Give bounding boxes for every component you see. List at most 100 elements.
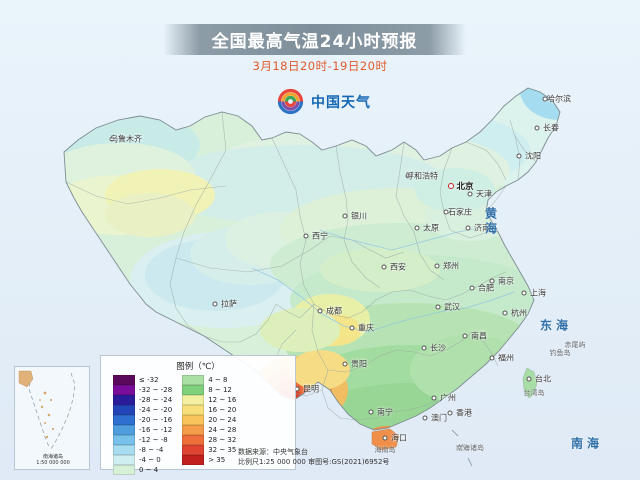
sea-label: 南海 (570, 436, 604, 451)
city-label: 天津 (476, 189, 492, 199)
legend-row: -8 ~ -4 (113, 444, 172, 455)
city-marker (368, 409, 374, 415)
city-label: 拉萨 (221, 299, 237, 309)
city-label: 太原 (423, 223, 439, 233)
city-marker (516, 153, 522, 159)
legend-label: -20 ~ -16 (139, 415, 173, 424)
legend-row: 12 ~ 16 (182, 394, 237, 405)
city-label: 北京 (456, 182, 474, 192)
legend-panel: 图例（℃） ≤ -32 -32 ~ -28 -28 ~ -24 -24 ~ -20 -2… (100, 355, 296, 475)
city-marker (109, 136, 115, 142)
islands (371, 367, 538, 451)
legend-row: -12 ~ -8 (113, 434, 172, 445)
city-marker (526, 376, 532, 382)
legend-swatch (113, 444, 135, 455)
city-label: 乌鲁木齐 (110, 134, 142, 144)
region-label: 钓鱼岛 (549, 349, 571, 357)
legend-swatch (113, 464, 135, 475)
legend-label: ≤ -32 (139, 375, 159, 384)
weather-rainbow-logo-icon (277, 88, 304, 115)
legend-column-left: ≤ -32 -32 ~ -28 -28 ~ -24 -24 ~ -20 -20 ~ -1… (113, 374, 173, 475)
city-marker (448, 183, 454, 189)
page-title: 全国最高气温24小时预报 (211, 32, 418, 52)
legend-swatch (182, 454, 205, 465)
city-label: 南昌 (471, 331, 487, 341)
city-label: 西安 (390, 262, 406, 272)
legend-label: 12 ~ 16 (208, 395, 237, 404)
region-label: 海南岛 (374, 446, 396, 454)
city-marker (542, 96, 548, 102)
legend-row: 32 ~ 35 (182, 444, 236, 455)
city-marker (534, 125, 540, 131)
city-marker (421, 345, 427, 351)
legend-swatch (113, 394, 135, 405)
city-label: 贵阳 (351, 359, 367, 369)
legend-row: 24 ~ 28 (182, 424, 236, 435)
city-marker (435, 304, 441, 310)
legend-swatch (182, 424, 205, 435)
legend-label: -28 ~ -24 (139, 395, 173, 404)
city-label: 海口 (391, 433, 407, 443)
legend-label: -4 ~ 0 (139, 455, 161, 464)
legend-row: 8 ~ 12 (182, 384, 236, 395)
legend-swatch (182, 394, 205, 405)
city-label: 沈阳 (525, 151, 541, 161)
city-marker (303, 233, 309, 239)
city-label: 昆明 (303, 384, 319, 394)
legend-swatch (113, 414, 135, 425)
city-marker (349, 325, 355, 331)
legend-swatch (113, 384, 135, 395)
city-marker (447, 410, 453, 416)
city-marker (422, 415, 428, 421)
legend-label: -16 ~ -12 (139, 425, 173, 434)
legend-swatch (113, 454, 135, 465)
city-marker (381, 264, 387, 270)
city-label: 广州 (440, 393, 456, 403)
city-label: 上海 (530, 288, 546, 298)
city-marker (469, 285, 475, 291)
city-label: 武汉 (444, 302, 460, 312)
south-sea-inset-map: 南海诸岛 1:50 000 000 (14, 366, 90, 470)
city-label: 长沙 (430, 343, 446, 353)
brand-logo: 中国天气 (277, 88, 371, 115)
city-marker (414, 225, 420, 231)
legend-row: 4 ~ 8 (182, 374, 236, 385)
city-label: 杭州 (511, 308, 527, 318)
forecast-period: 3月18日20时-19日20时 (252, 59, 388, 73)
city-label: 南宁 (377, 407, 393, 417)
legend-swatch (182, 444, 205, 455)
city-marker (443, 209, 449, 215)
legend-row: -20 ~ -16 (113, 414, 173, 425)
legend-row: 20 ~ 24 (182, 414, 237, 425)
legend-row: -28 ~ -24 (113, 394, 173, 405)
legend-swatch (113, 404, 135, 415)
city-marker (317, 308, 323, 314)
city-label: 长春 (543, 123, 559, 133)
legend-swatch (182, 374, 205, 385)
legend-swatch (113, 434, 135, 445)
city-label: 台北 (535, 374, 551, 384)
legend-label: 8 ~ 12 (208, 385, 232, 394)
legend-swatch (113, 374, 135, 385)
map-title-bar: 全国最高气温24小时预报 (163, 24, 466, 55)
city-label: 呼和浩特 (406, 171, 438, 181)
legend-row: -16 ~ -12 (113, 424, 173, 435)
city-marker (431, 395, 437, 401)
city-label: 哈尔滨 (547, 94, 571, 104)
legend-swatch (182, 384, 205, 395)
city-label: 重庆 (358, 323, 374, 333)
legend-row: 16 ~ 20 (182, 404, 237, 415)
sea-label: 东海 (539, 318, 573, 333)
region-label: 赤尾屿 (564, 341, 586, 349)
legend-row: -4 ~ 0 (113, 454, 172, 465)
approval-number: 比例尺1:25 000 000 审图号:GS(2021)6952号 (238, 458, 390, 466)
city-marker (212, 301, 218, 307)
legend-title: 图例（℃） (176, 362, 220, 372)
legend-label: 16 ~ 20 (208, 405, 237, 414)
legend-label: 20 ~ 24 (208, 415, 237, 424)
legend-row: ≤ -32 (113, 374, 172, 385)
legend-row: 0 ~ 4 (113, 464, 172, 475)
